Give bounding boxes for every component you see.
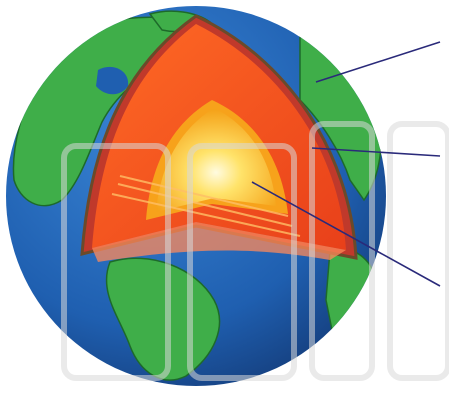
leader-line-mantle xyxy=(311,147,441,157)
hudson-bay xyxy=(96,66,129,95)
leader-lines xyxy=(251,41,441,287)
inner-core-layer xyxy=(156,108,276,212)
cutaway xyxy=(80,14,358,262)
layer-slice-lines xyxy=(111,175,301,237)
mantle-front-face xyxy=(92,222,346,262)
watermark xyxy=(61,121,449,381)
leader-line-crust xyxy=(315,41,441,83)
leader-line-core xyxy=(251,181,441,287)
